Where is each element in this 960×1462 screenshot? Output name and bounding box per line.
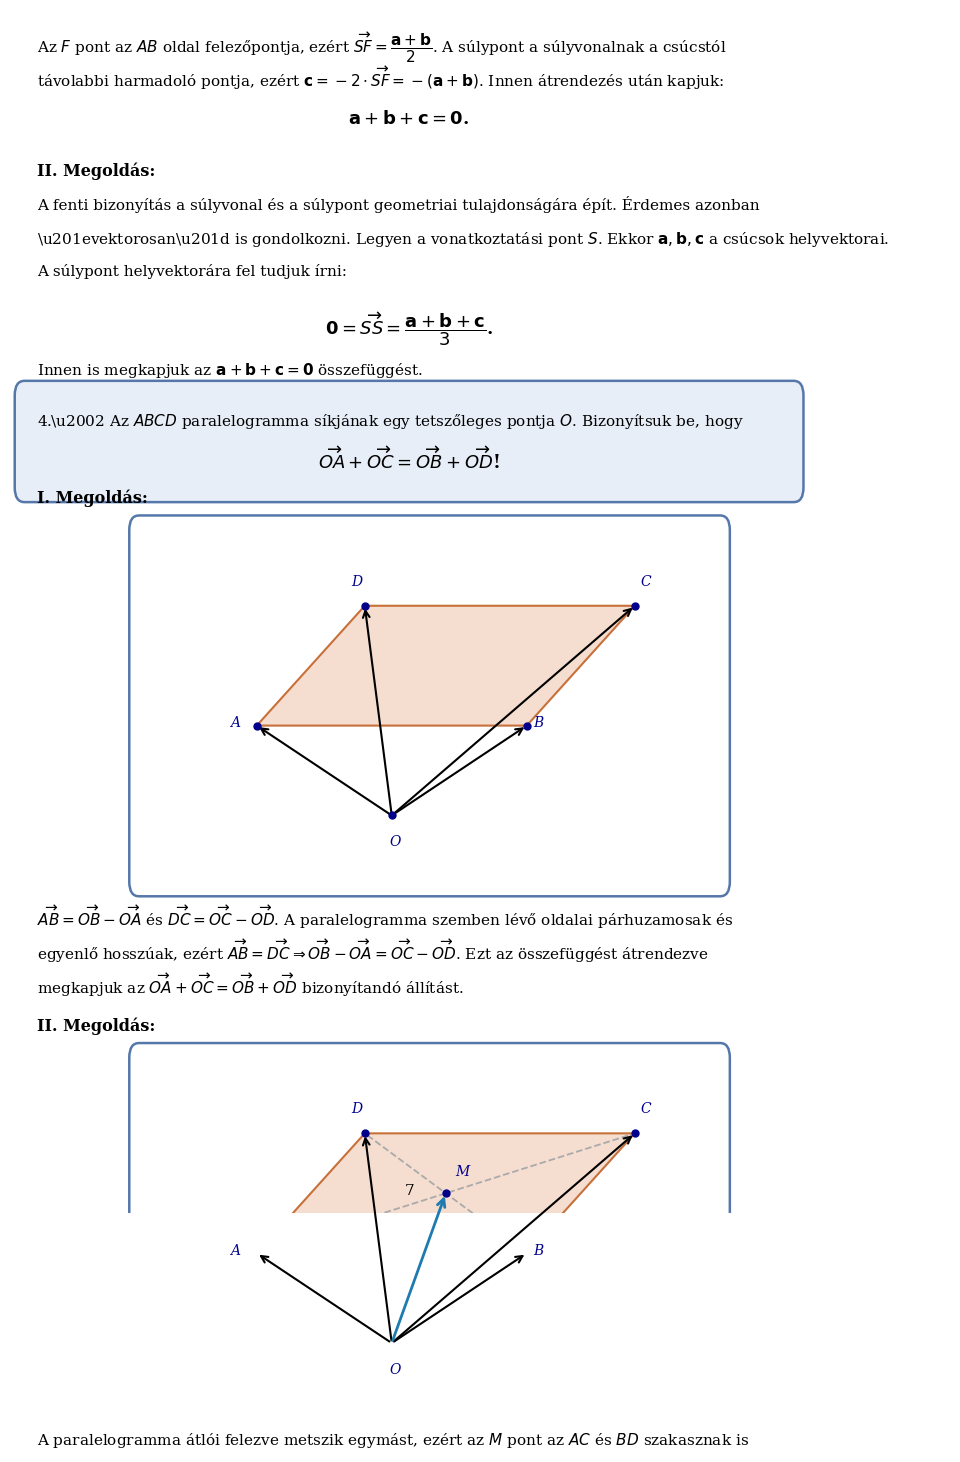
- Text: I. Megoldás:: I. Megoldás:: [36, 490, 148, 507]
- Text: O: O: [390, 1363, 400, 1377]
- Text: A: A: [230, 716, 240, 730]
- Text: $\overrightarrow{AB} = \overrightarrow{OB} - \overrightarrow{OA}$ és $\overright: $\overrightarrow{AB} = \overrightarrow{O…: [36, 904, 732, 931]
- Text: megkapjuk az $\overrightarrow{OA} + \overrightarrow{OC} = \overrightarrow{OB} + : megkapjuk az $\overrightarrow{OA} + \ove…: [36, 971, 464, 999]
- Text: $\mathbf{a} + \mathbf{b} + \mathbf{c} = \mathbf{0}$.: $\mathbf{a} + \mathbf{b} + \mathbf{c} = …: [348, 110, 469, 129]
- Text: C: C: [641, 575, 652, 589]
- Text: \u201evektorosan\u201d is gondolkozni. Legyen a vonatkoztatási pont $S$. Ekkor $: \u201evektorosan\u201d is gondolkozni. L…: [36, 231, 889, 250]
- Text: B: B: [533, 1244, 543, 1257]
- Text: Az $F$ pont az $AB$ oldal felezőpontja, ezért $\overrightarrow{SF} = \dfrac{\mat: Az $F$ pont az $AB$ oldal felezőpontja, …: [36, 31, 727, 64]
- Text: M: M: [456, 1165, 469, 1178]
- Text: A: A: [230, 1244, 240, 1257]
- Text: A paralelogramma átlói felezve metszik egymást, ezért az $M$ pont az $AC$ és $BD: A paralelogramma átlói felezve metszik e…: [36, 1431, 749, 1450]
- Text: D: D: [351, 575, 362, 589]
- Text: távolabbi harmadoló pontja, ezért $\mathbf{c} = -2 \cdot \overrightarrow{SF} = -: távolabbi harmadoló pontja, ezért $\math…: [36, 64, 724, 92]
- Text: $\overrightarrow{OA} + \overrightarrow{OC} = \overrightarrow{OB} + \overrightarr: $\overrightarrow{OA} + \overrightarrow{O…: [319, 446, 500, 474]
- Text: Innen is megkapjuk az $\mathbf{a} + \mathbf{b} + \mathbf{c} = \mathbf{0}$ összef: Innen is megkapjuk az $\mathbf{a} + \mat…: [36, 361, 422, 380]
- FancyBboxPatch shape: [130, 516, 730, 896]
- Text: O: O: [390, 835, 400, 849]
- FancyBboxPatch shape: [130, 1042, 730, 1424]
- Text: $\mathbf{0} = \overrightarrow{SS} = \dfrac{\mathbf{a} + \mathbf{b} + \mathbf{c}}: $\mathbf{0} = \overrightarrow{SS} = \dfr…: [324, 310, 493, 348]
- Text: B: B: [533, 716, 543, 730]
- Text: II. Megoldás:: II. Megoldás:: [36, 1018, 156, 1035]
- Text: egyenlő hosszúak, ezért $\overrightarrow{AB} = \overrightarrow{DC} \Rightarrow \: egyenlő hosszúak, ezért $\overrightarrow…: [36, 937, 708, 965]
- Text: D: D: [351, 1102, 362, 1116]
- Text: A fenti bizonyítás a súlyvonal és a súlypont geometriai tulajdonságára épít. Érd: A fenti bizonyítás a súlyvonal és a súly…: [36, 196, 759, 213]
- Text: 7: 7: [404, 1184, 414, 1197]
- Polygon shape: [256, 1133, 635, 1253]
- FancyBboxPatch shape: [14, 380, 804, 501]
- Text: II. Megoldás:: II. Megoldás:: [36, 162, 156, 180]
- Polygon shape: [256, 605, 635, 725]
- Text: A súlypont helyvektorára fel tudjuk írni:: A súlypont helyvektorára fel tudjuk írni…: [36, 265, 347, 279]
- Text: C: C: [641, 1102, 652, 1116]
- Text: 4.\u2002 Az $ABCD$ paralelogramma síkjának egy tetszőleges pontja $O$. Bizonyíts: 4.\u2002 Az $ABCD$ paralelogramma síkján…: [36, 412, 743, 431]
